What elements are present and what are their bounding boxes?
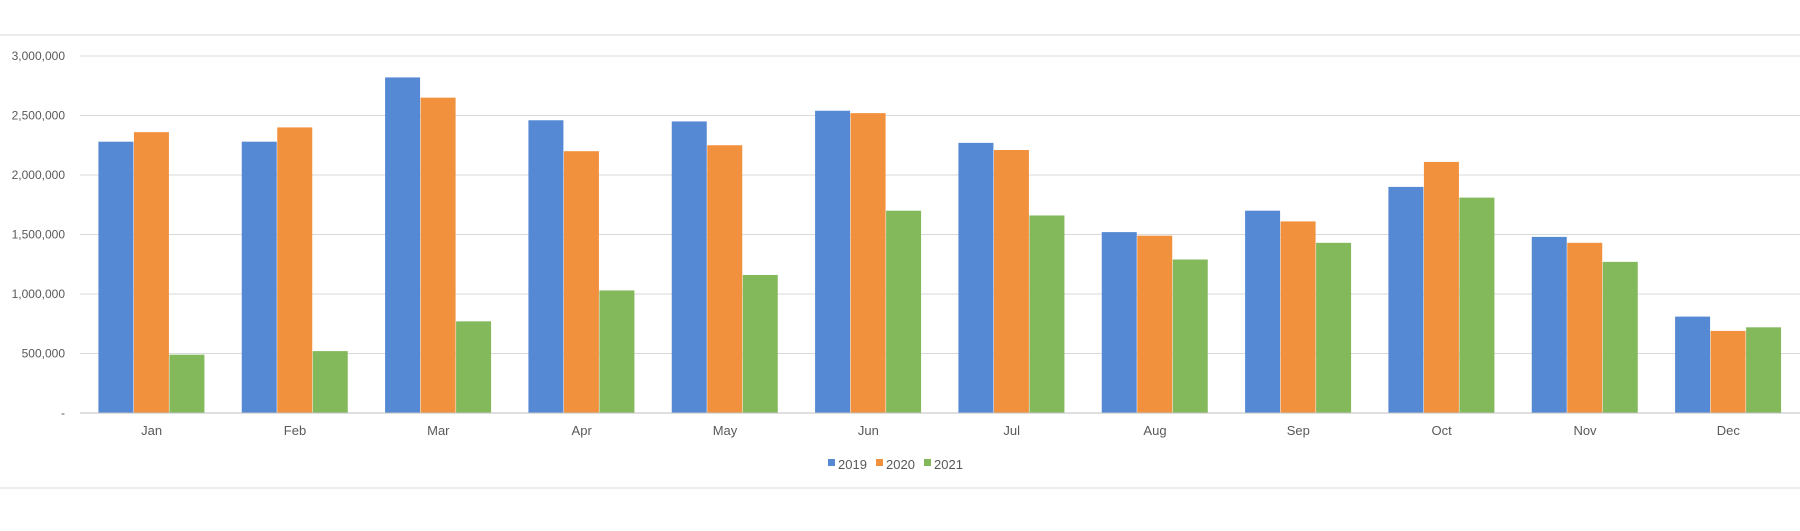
bar-2020-dec bbox=[1710, 330, 1746, 413]
bar-2020-nov bbox=[1567, 242, 1603, 413]
bar-2021-jul bbox=[1029, 215, 1065, 413]
bar-2021-jun bbox=[886, 210, 922, 413]
bar-2020-apr bbox=[563, 151, 599, 413]
x-tick-label: Oct bbox=[1432, 423, 1453, 438]
bar-2020-jun bbox=[850, 113, 886, 414]
bar-2020-jan bbox=[133, 132, 169, 413]
x-axis-tick-labels: Jan Feb Mar Apr May Jun Jul Aug Sep Oct Nov Dec bbox=[141, 423, 1740, 438]
x-tick-label: May bbox=[713, 423, 738, 438]
bar-2021-dec bbox=[1746, 327, 1782, 413]
bar-2019-dec bbox=[1675, 316, 1711, 413]
bar-2021-oct bbox=[1459, 197, 1495, 413]
legend-label: 2019 bbox=[838, 457, 867, 472]
y-tick-label: - bbox=[61, 406, 65, 420]
x-tick-label: Dec bbox=[1717, 423, 1741, 438]
bar-2021-nov bbox=[1602, 261, 1638, 413]
gridlines bbox=[80, 55, 1800, 354]
bar-2019-jul bbox=[958, 142, 994, 413]
bar-2020-feb bbox=[277, 127, 313, 414]
x-tick-label: Apr bbox=[572, 423, 593, 438]
legend: 2019 2020 2021 bbox=[828, 457, 963, 472]
legend-swatch bbox=[828, 459, 835, 466]
legend-label: 2021 bbox=[934, 457, 963, 472]
bar-2020-aug bbox=[1137, 235, 1173, 413]
bar-2021-jan bbox=[169, 354, 205, 413]
bar-2019-jan bbox=[98, 141, 134, 413]
bar-2020-mar bbox=[420, 97, 456, 414]
y-axis-tick-labels: - 500,000 1,000,000 1,500,000 2,000,000 2,500… bbox=[12, 49, 66, 420]
x-tick-label: Jan bbox=[141, 423, 162, 438]
x-tick-label: Mar bbox=[427, 423, 450, 438]
bars bbox=[98, 77, 1782, 414]
bar-2021-feb bbox=[312, 351, 348, 413]
legend-label: 2020 bbox=[886, 457, 915, 472]
bar-2019-nov bbox=[1531, 236, 1567, 413]
bar-2020-oct bbox=[1423, 161, 1459, 413]
y-tick-label: 2,500,000 bbox=[12, 109, 66, 123]
bar-2019-aug bbox=[1101, 232, 1137, 413]
x-tick-label: Nov bbox=[1573, 423, 1597, 438]
bar-2021-mar bbox=[456, 321, 492, 413]
y-tick-label: 500,000 bbox=[22, 347, 66, 361]
y-tick-label: 3,000,000 bbox=[12, 49, 66, 63]
y-tick-label: 1,000,000 bbox=[12, 287, 66, 301]
bar-2019-apr bbox=[528, 120, 564, 413]
y-tick-label: 1,500,000 bbox=[12, 228, 66, 242]
x-tick-label: Aug bbox=[1143, 423, 1166, 438]
bar-2020-may bbox=[707, 145, 743, 413]
x-tick-label: Jul bbox=[1003, 423, 1020, 438]
bar-2019-mar bbox=[385, 77, 421, 414]
bar-2021-may bbox=[742, 274, 778, 413]
legend-swatch bbox=[876, 459, 883, 466]
bar-2019-oct bbox=[1388, 186, 1424, 413]
x-tick-label: Feb bbox=[284, 423, 306, 438]
bar-2019-may bbox=[671, 121, 707, 413]
bar-2020-sep bbox=[1280, 221, 1316, 413]
bar-2021-sep bbox=[1316, 242, 1352, 413]
bar-2019-sep bbox=[1245, 210, 1281, 413]
legend-swatch bbox=[924, 459, 931, 466]
bar-2021-apr bbox=[599, 290, 635, 413]
bar-2019-jun bbox=[815, 110, 851, 414]
bar-2021-aug bbox=[1172, 259, 1208, 413]
x-tick-label: Sep bbox=[1287, 423, 1310, 438]
x-tick-label: Jun bbox=[858, 423, 879, 438]
bar-2020-jul bbox=[993, 150, 1029, 413]
y-tick-label: 2,000,000 bbox=[12, 168, 66, 182]
bar-2019-feb bbox=[241, 141, 277, 413]
